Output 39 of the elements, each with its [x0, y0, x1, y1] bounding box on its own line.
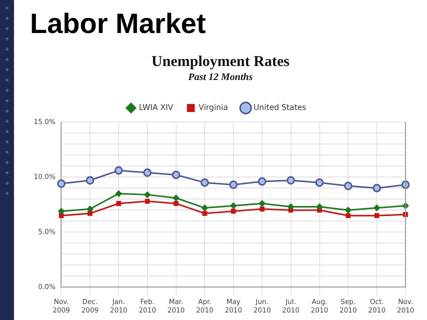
- point: [144, 191, 151, 198]
- point: [114, 166, 123, 175]
- point: [172, 194, 180, 202]
- point: [260, 206, 265, 212]
- point: [231, 208, 236, 214]
- legend-label: United States: [253, 102, 306, 112]
- point: [88, 210, 92, 216]
- point: [116, 201, 122, 206]
- chart-subtitle: Past 12 Months: [187, 72, 254, 83]
- point: [144, 198, 150, 204]
- point: [346, 213, 351, 218]
- point: [316, 203, 323, 210]
- point: [373, 204, 380, 212]
- point: [258, 200, 266, 207]
- point: [344, 206, 352, 214]
- point: [230, 202, 237, 210]
- point: [86, 206, 94, 213]
- point: [58, 208, 65, 215]
- point: [201, 204, 208, 212]
- point: [374, 213, 380, 218]
- point: [202, 210, 208, 216]
- point: [372, 184, 382, 192]
- point: [344, 182, 352, 190]
- legend-label: LWIA XIV: [138, 102, 174, 112]
- point: [286, 176, 295, 185]
- point: [86, 176, 94, 185]
- legend-label: Virginia: [198, 102, 228, 112]
- point: [229, 180, 238, 190]
- point: [258, 177, 266, 186]
- point: [143, 168, 152, 177]
- point: [57, 179, 66, 188]
- point: [174, 201, 178, 206]
- text: Labor Market: [30, 8, 206, 40]
- point: [200, 178, 209, 187]
- chart-title: Unemployment Rates: [150, 54, 290, 71]
- point: [115, 190, 122, 198]
- point: [172, 170, 180, 180]
- point: [315, 178, 324, 187]
- point: [287, 203, 294, 210]
